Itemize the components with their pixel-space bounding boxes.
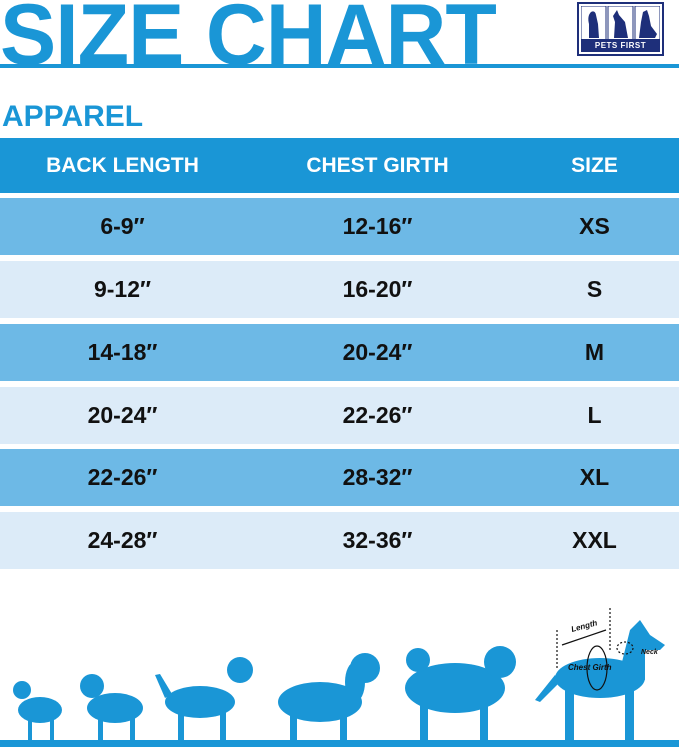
back-length-cell: 24-28″ — [87, 527, 158, 553]
table-row: 14-18″ 20-24″ M — [0, 324, 679, 381]
xl-dog-icon — [405, 646, 516, 740]
table-header: BACK LENGTH CHEST GIRTH SIZE — [0, 138, 679, 193]
header-size: SIZE — [571, 153, 618, 177]
dog-sizes-illustration: Length Chest Girth Neck — [13, 608, 665, 740]
neck-label: Neck — [641, 649, 659, 656]
chest-girth-cell: 22-26″ — [342, 402, 413, 428]
back-length-cell: 6-9″ — [100, 213, 145, 239]
xs-dog-icon — [13, 681, 62, 740]
chest-girth-cell: 16-20″ — [342, 276, 413, 302]
back-length-cell: 22-26″ — [87, 464, 158, 490]
size-cell: M — [584, 339, 605, 365]
l-dog-icon — [278, 653, 380, 740]
pets-first-logo: PETS FIRST — [577, 2, 664, 56]
back-length-cell: 14-18″ — [87, 339, 158, 365]
table-row: 20-24″ 22-26″ L — [0, 387, 679, 444]
table-row: 24-28″ 32-36″ XXL — [0, 512, 679, 569]
length-label: Length — [570, 618, 598, 634]
back-length-cell: 9-12″ — [93, 276, 152, 302]
chest-girth-cell: 28-32″ — [342, 464, 413, 490]
chest-girth-cell: 12-16″ — [342, 213, 413, 239]
xxl-dog-icon — [535, 620, 665, 740]
chest-girth-cell: 32-36″ — [342, 527, 413, 553]
header-back-length: BACK LENGTH — [46, 153, 199, 177]
header-chest-girth: CHEST GIRTH — [306, 153, 449, 177]
size-cell: L — [587, 402, 602, 428]
chest-girth-cell: 20-24″ — [342, 339, 413, 365]
m-dog-icon — [155, 657, 253, 740]
logo-text: PETS FIRST — [581, 39, 660, 52]
ground-line — [0, 740, 679, 747]
table-row: 6-9″ 12-16″ XS — [0, 198, 679, 255]
s-dog-icon — [80, 674, 143, 740]
table-row: 9-12″ 16-20″ S — [0, 261, 679, 318]
title-underline — [0, 64, 679, 68]
size-cell: XS — [579, 213, 610, 239]
size-cell: S — [586, 276, 603, 302]
chest-girth-label: Chest Girth — [568, 663, 612, 672]
size-cell: XL — [579, 464, 610, 490]
size-cell: XXL — [572, 527, 617, 553]
back-length-cell: 20-24″ — [87, 402, 158, 428]
page-title: SIZE CHART — [0, 0, 497, 83]
table-row: 22-26″ 28-32″ XL — [0, 449, 679, 506]
section-heading: APPAREL — [2, 100, 144, 133]
logo-dogs-icon — [581, 6, 660, 40]
